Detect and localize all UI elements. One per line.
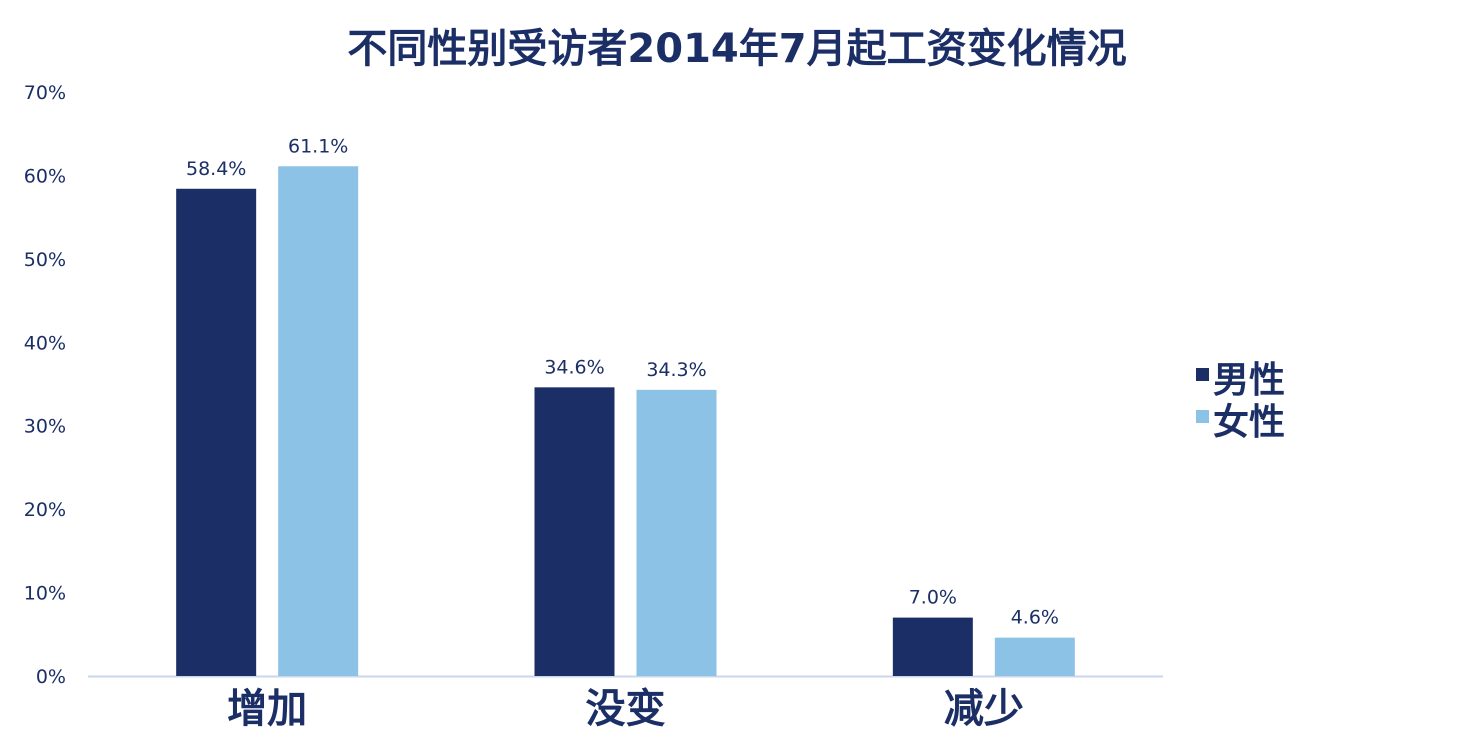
data-label: 34.3% [646, 359, 706, 381]
bar-female-1 [636, 389, 717, 676]
data-label: 34.6% [544, 356, 604, 378]
y-tick-label: 0% [36, 666, 66, 688]
legend-swatch [1196, 368, 1209, 381]
chart-title: 不同性别受访者2014年7月起工资变化情况 [347, 26, 1126, 72]
y-tick-label: 50% [24, 249, 66, 271]
bar-male-1 [534, 387, 615, 676]
y-tick-label: 40% [24, 332, 66, 354]
data-label: 4.6% [1011, 607, 1059, 629]
bar-male-0 [176, 188, 257, 676]
x-tick-label: 减少 [944, 686, 1024, 732]
y-tick-label: 20% [24, 499, 66, 521]
data-label: 7.0% [909, 587, 957, 609]
y-tick-label: 30% [24, 416, 66, 438]
bar-male-2 [892, 617, 973, 676]
y-tick-label: 10% [24, 583, 66, 605]
y-tick-label: 60% [24, 165, 66, 187]
legend-swatch [1196, 410, 1209, 423]
x-axis-ticks: 增加 没变 减少 [227, 686, 1024, 732]
legend-label: 男性 [1213, 360, 1285, 401]
bar-female-0 [278, 166, 359, 676]
data-label: 58.4% [186, 158, 246, 180]
y-tick-label: 70% [24, 82, 66, 104]
x-tick-label: 没变 [586, 686, 666, 732]
legend-label: 女性 [1213, 402, 1285, 443]
bars [176, 166, 1075, 676]
data-labels: 58.4% 61.1% 34.6% 34.3% 7.0% 4.6% [186, 135, 1059, 628]
bar-female-2 [994, 637, 1075, 676]
y-axis-ticks: 0% 10% 20% 30% 40% 50% 60% 70% [24, 82, 66, 688]
data-label: 61.1% [288, 135, 348, 157]
x-tick-label: 增加 [227, 686, 307, 732]
